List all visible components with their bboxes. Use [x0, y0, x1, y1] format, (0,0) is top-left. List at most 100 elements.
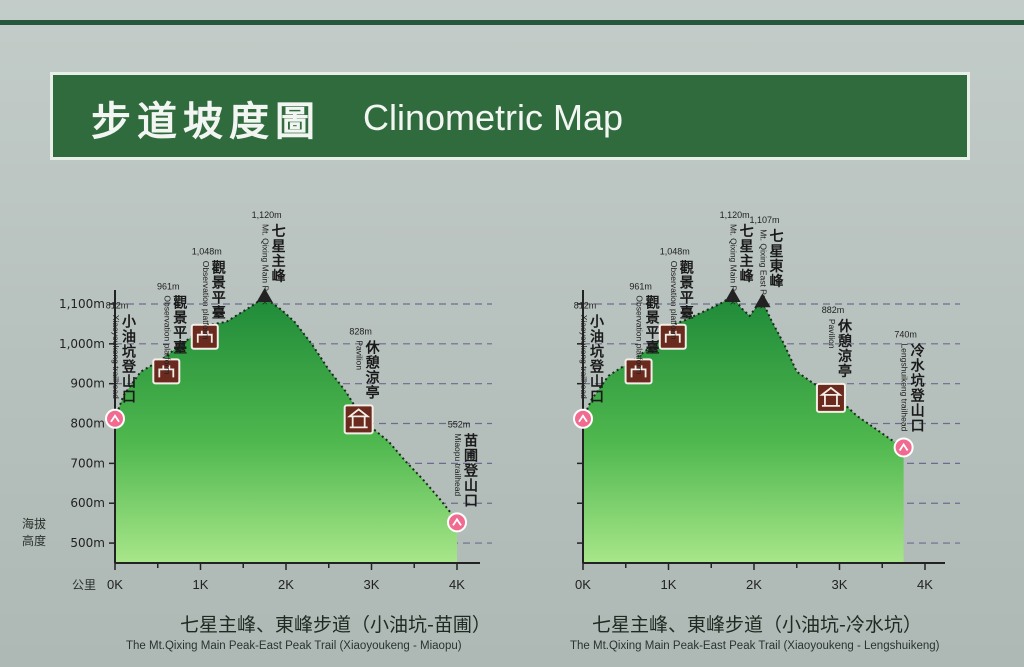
label-elevation: 1,120m	[720, 210, 750, 220]
label-zh-char: 山	[122, 375, 136, 391]
label-zh-char: 景	[680, 276, 694, 292]
label-en: Observation platform	[162, 295, 172, 374]
label-zh-char: 登	[910, 387, 926, 404]
label-zh-char: 山	[911, 403, 925, 419]
label-zh-char: 口	[911, 418, 925, 434]
label-zh-char: 坑	[911, 372, 925, 389]
caption-en-left: The Mt.Qixing Main Peak-East Peak Trail …	[126, 640, 462, 652]
label-en: Miaopu trailhead	[453, 433, 463, 496]
elevation-area	[115, 296, 457, 563]
label-elevation: 1,048m	[660, 247, 690, 257]
label-zh-char: 峰	[770, 273, 785, 290]
label-elevation: 740m	[894, 329, 917, 339]
label-zh-char: 山	[590, 375, 604, 391]
label-en: Pavilion	[355, 340, 365, 370]
y-tick-label: 600m	[70, 496, 105, 510]
trailhead-glyph	[898, 442, 909, 451]
label-en: Observation platform	[201, 261, 211, 340]
trailhead-icon	[105, 408, 125, 429]
label-zh-char: 臺	[680, 305, 694, 322]
label-en: Observation platform	[669, 261, 679, 340]
y-tick-label: 500m	[70, 536, 105, 550]
label-zh-char: 星	[770, 244, 784, 260]
pavilion-glyph	[819, 386, 843, 407]
label-zh-char: 登	[121, 359, 137, 376]
label-zh-char: 觀	[680, 260, 694, 277]
x-tick-label: 0K	[575, 577, 591, 592]
platform-glyph	[196, 330, 213, 343]
label-elevation: 1,120m	[252, 210, 282, 220]
label-zh-char: 平	[646, 325, 660, 341]
label-zh-char: 景	[212, 276, 226, 292]
x-tick-label: 2K	[278, 577, 294, 592]
label-zh-char: 亭	[366, 384, 380, 401]
label-zh-char: 星	[740, 239, 754, 255]
label-zh-char: 小	[122, 315, 136, 331]
label-elevation: 552m	[448, 419, 471, 429]
label-zh-char: 主	[740, 253, 754, 270]
label-zh-char: 水	[911, 357, 926, 374]
label-en: Mt. Qixing Main Peak	[729, 224, 739, 306]
label-zh-char: 口	[122, 390, 136, 406]
y-tick-label: 1,100m	[59, 297, 105, 311]
label-zh-char: 油	[122, 329, 136, 346]
top-rule	[0, 20, 1024, 25]
x-tick-label: 4K	[917, 577, 933, 592]
elevation-area	[583, 296, 904, 563]
label-zh-char: 亭	[838, 363, 852, 380]
pavilion-glyph	[347, 408, 371, 429]
label-en: Xiaoyoukeng trailhead	[579, 315, 589, 399]
title-zh: 步道坡度圖	[91, 98, 321, 145]
x-tick-label: 1K	[193, 577, 209, 592]
label-zh-char: 七	[740, 224, 754, 240]
x-tick-label: 0K	[107, 577, 123, 592]
label-en: Mt. Qixing East Peak	[759, 229, 769, 309]
label-zh-char: 臺	[212, 305, 226, 322]
y-tick-label: 1,000m	[59, 337, 105, 351]
label-zh-char: 圃	[464, 448, 478, 464]
platform-glyph	[158, 365, 175, 378]
label-zh-char: 山	[464, 478, 478, 494]
label-elevation: 961m	[629, 281, 652, 291]
label-zh-char: 坑	[122, 344, 136, 361]
x-tick-label: 3K	[832, 577, 848, 592]
chart-1: 500m 600m 700m 800m 900m 1,000m 1,100m 0K 1K 2K 3K…	[59, 210, 492, 592]
label-en: Lengshuikeng trailhead	[900, 343, 910, 431]
label-en: Mt. Qixing Main Peak	[261, 224, 271, 306]
peak-icon	[724, 288, 741, 303]
label-zh-char: 觀	[173, 294, 187, 311]
label-en: Pavilion	[827, 319, 837, 349]
peak-icon	[754, 293, 771, 308]
label-zh-char: 休	[837, 318, 853, 335]
label-zh-char: 休	[365, 339, 381, 356]
trailhead-glyph	[110, 414, 120, 423]
label-zh-char: 平	[212, 291, 226, 307]
label-zh-char: 憩	[838, 333, 852, 350]
label-en: Observation platform	[635, 295, 645, 374]
label-zh-char: 景	[646, 310, 660, 326]
caption-zh-left: 七星主峰、東峰步道（小油坑-苗圃）	[180, 614, 491, 636]
label-zh-char: 坑	[590, 344, 604, 361]
label-zh-char: 小	[590, 315, 604, 331]
label-zh-char: 星	[272, 239, 286, 255]
x-axis-unit: 公里	[72, 578, 97, 592]
label-elevation: 882m	[822, 305, 845, 315]
label-zh-char: 油	[590, 329, 604, 346]
elevation-line	[114, 294, 458, 523]
label-zh-char: 東	[770, 258, 784, 275]
label-zh-char: 臺	[646, 339, 660, 356]
title-banner: 步道坡度圖 Clinometric Map	[50, 72, 970, 160]
label-zh-char: 涼	[838, 348, 852, 365]
label-zh-char: 登	[463, 462, 479, 479]
